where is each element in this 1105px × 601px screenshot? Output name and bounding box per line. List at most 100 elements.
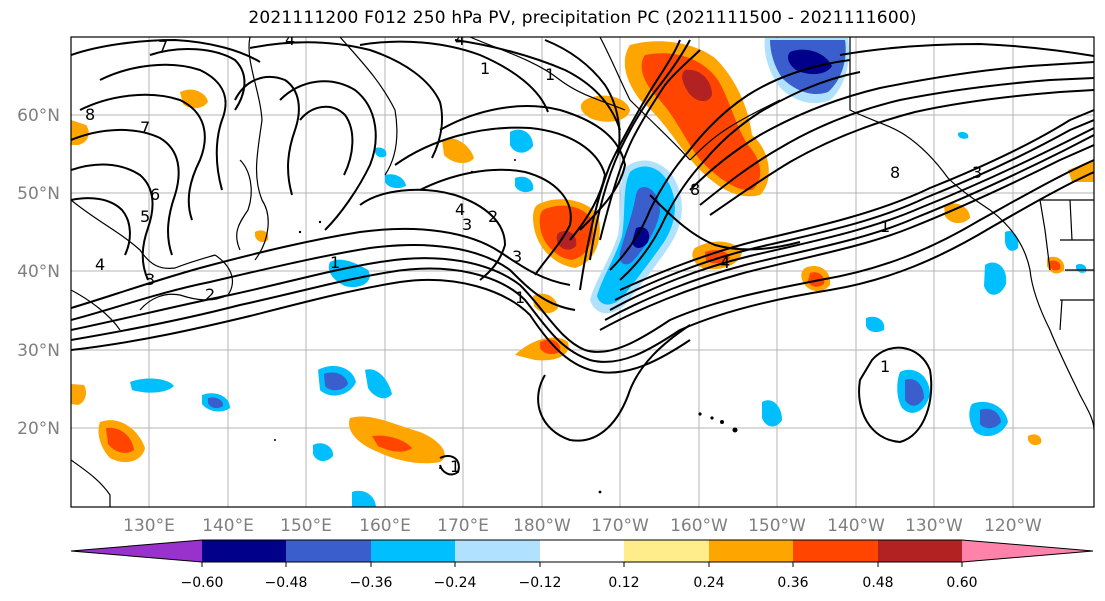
pv-contour-label: 3 <box>462 215 472 234</box>
pv-contour <box>71 38 261 63</box>
pv-contour-label: 6 <box>150 185 160 204</box>
pv-contour <box>604 134 1094 321</box>
precip-positive-area <box>556 230 577 250</box>
pv-contour-label: 1 <box>545 65 555 84</box>
colorbar-tick-label: 0.60 <box>946 575 977 591</box>
pv-contour <box>71 163 154 281</box>
precip-negative-area <box>365 369 392 399</box>
pv-contour <box>619 109 1094 291</box>
pv-contour-label: 8 <box>690 180 700 199</box>
pv-contour-label: 1 <box>880 357 890 376</box>
pv-contour-label: 8 <box>890 163 900 182</box>
precip-negative-area <box>984 262 1007 295</box>
precip-negative-area <box>208 397 224 409</box>
lon-label: 130°W <box>905 516 963 536</box>
pv-contour <box>279 80 377 231</box>
precip-negative-area <box>510 129 533 153</box>
colorbar-extend-low <box>71 540 202 562</box>
colorbar-segments <box>71 540 1093 562</box>
colorbar-segment <box>624 540 710 562</box>
pv-contour <box>544 39 621 156</box>
lon-label: 170°W <box>591 516 649 536</box>
pv-contour-label: 1 <box>515 288 525 307</box>
pv-contour <box>71 243 576 321</box>
colorbar-tick-label: 0.36 <box>777 575 808 591</box>
longitude-labels: 130°E 140°E 150°E 160°E 170°E 180°W 170°… <box>123 516 1042 536</box>
lon-label: 120°W <box>984 516 1042 536</box>
colorbar-segment <box>455 540 541 562</box>
pv-contour-label: 1 <box>330 253 340 272</box>
pv-contour <box>609 59 851 271</box>
pv-contour <box>439 454 460 476</box>
lon-label: 180°W <box>513 516 571 536</box>
precip-positive-area <box>71 384 86 405</box>
lon-label: 160°W <box>670 516 728 536</box>
pv-contour <box>537 324 691 442</box>
pv-contour-label: 3 <box>512 247 522 266</box>
pv-contour-label: 3 <box>145 270 155 289</box>
pv-contour-label: 1 <box>450 457 460 476</box>
pv-contour <box>71 171 1094 363</box>
lon-label: 130°E <box>123 516 175 536</box>
colorbar-extend-high <box>962 540 1093 562</box>
pv-contour-label: 4 <box>95 255 105 274</box>
precip-negative-area <box>352 490 376 507</box>
precip-positive-area <box>1028 434 1042 446</box>
precip-positive-area <box>682 69 712 102</box>
lon-label: 160°E <box>359 516 411 536</box>
precip-negative-area <box>313 443 334 462</box>
precip-negative-area <box>375 147 387 158</box>
pv-contour-label: 4 <box>455 30 465 49</box>
pv-contour <box>71 278 691 374</box>
pv-contour <box>599 144 1094 331</box>
pv-contour <box>71 129 180 256</box>
precip-negative-area <box>958 131 969 139</box>
precip-positive-area <box>540 339 561 355</box>
colorbar-tick-label: 0.24 <box>693 575 724 591</box>
pv-contour-label: 2 <box>488 207 498 226</box>
pv-contour <box>299 105 354 176</box>
precip-positive-area <box>442 138 474 164</box>
colorbar-ticks <box>201 562 963 567</box>
pv-contour <box>234 75 300 196</box>
colorbar-segment <box>878 540 963 562</box>
pv-contours <box>71 38 1094 476</box>
pv-contour-label: 5 <box>140 207 150 226</box>
precip-positive-area <box>1068 160 1094 182</box>
colorbar-tick-label: −0.24 <box>434 575 477 591</box>
precip-negative-area <box>130 378 174 393</box>
pv-contour <box>71 227 571 309</box>
pv-contour <box>71 197 131 256</box>
pv-contour-label: 3 <box>972 163 982 182</box>
colorbar-segment <box>540 540 625 562</box>
pv-contour <box>99 63 227 191</box>
latitude-labels: 60°N 50°N 40°N 30°N 20°N <box>17 106 60 439</box>
pv-contour <box>419 168 572 276</box>
colorbar-segment <box>286 540 372 562</box>
pv-contour <box>79 93 206 221</box>
pv-contour-label: 2 <box>205 285 215 304</box>
precip-negative-area <box>619 187 660 265</box>
pv-contour-label: 1 <box>880 217 890 236</box>
map-frame <box>70 36 1095 508</box>
precip-negative-area <box>788 49 832 75</box>
pv-contour <box>858 346 933 444</box>
precip-negative-area <box>515 176 534 193</box>
colorbar-tick-label: 0.12 <box>608 575 639 591</box>
precip-negative-area <box>866 316 885 333</box>
pv-contour <box>709 89 1094 216</box>
lat-label: 20°N <box>17 419 60 439</box>
pv-contour <box>579 39 681 291</box>
colorbar-tick-label: 0.48 <box>862 575 893 591</box>
colorbar-segment <box>202 540 287 562</box>
pv-contour <box>614 119 1094 301</box>
precip-positive-area <box>944 203 970 224</box>
colorbar-segment <box>709 540 794 562</box>
pv-contour <box>394 126 607 241</box>
pv-contour <box>609 127 1094 311</box>
pv-contour <box>649 194 801 251</box>
colorbar: −0.60 −0.48 −0.36 −0.24 −0.12 0.12 0.24 … <box>70 539 1094 591</box>
colorbar-segment <box>793 540 879 562</box>
pv-contour-label: 7 <box>140 118 150 137</box>
